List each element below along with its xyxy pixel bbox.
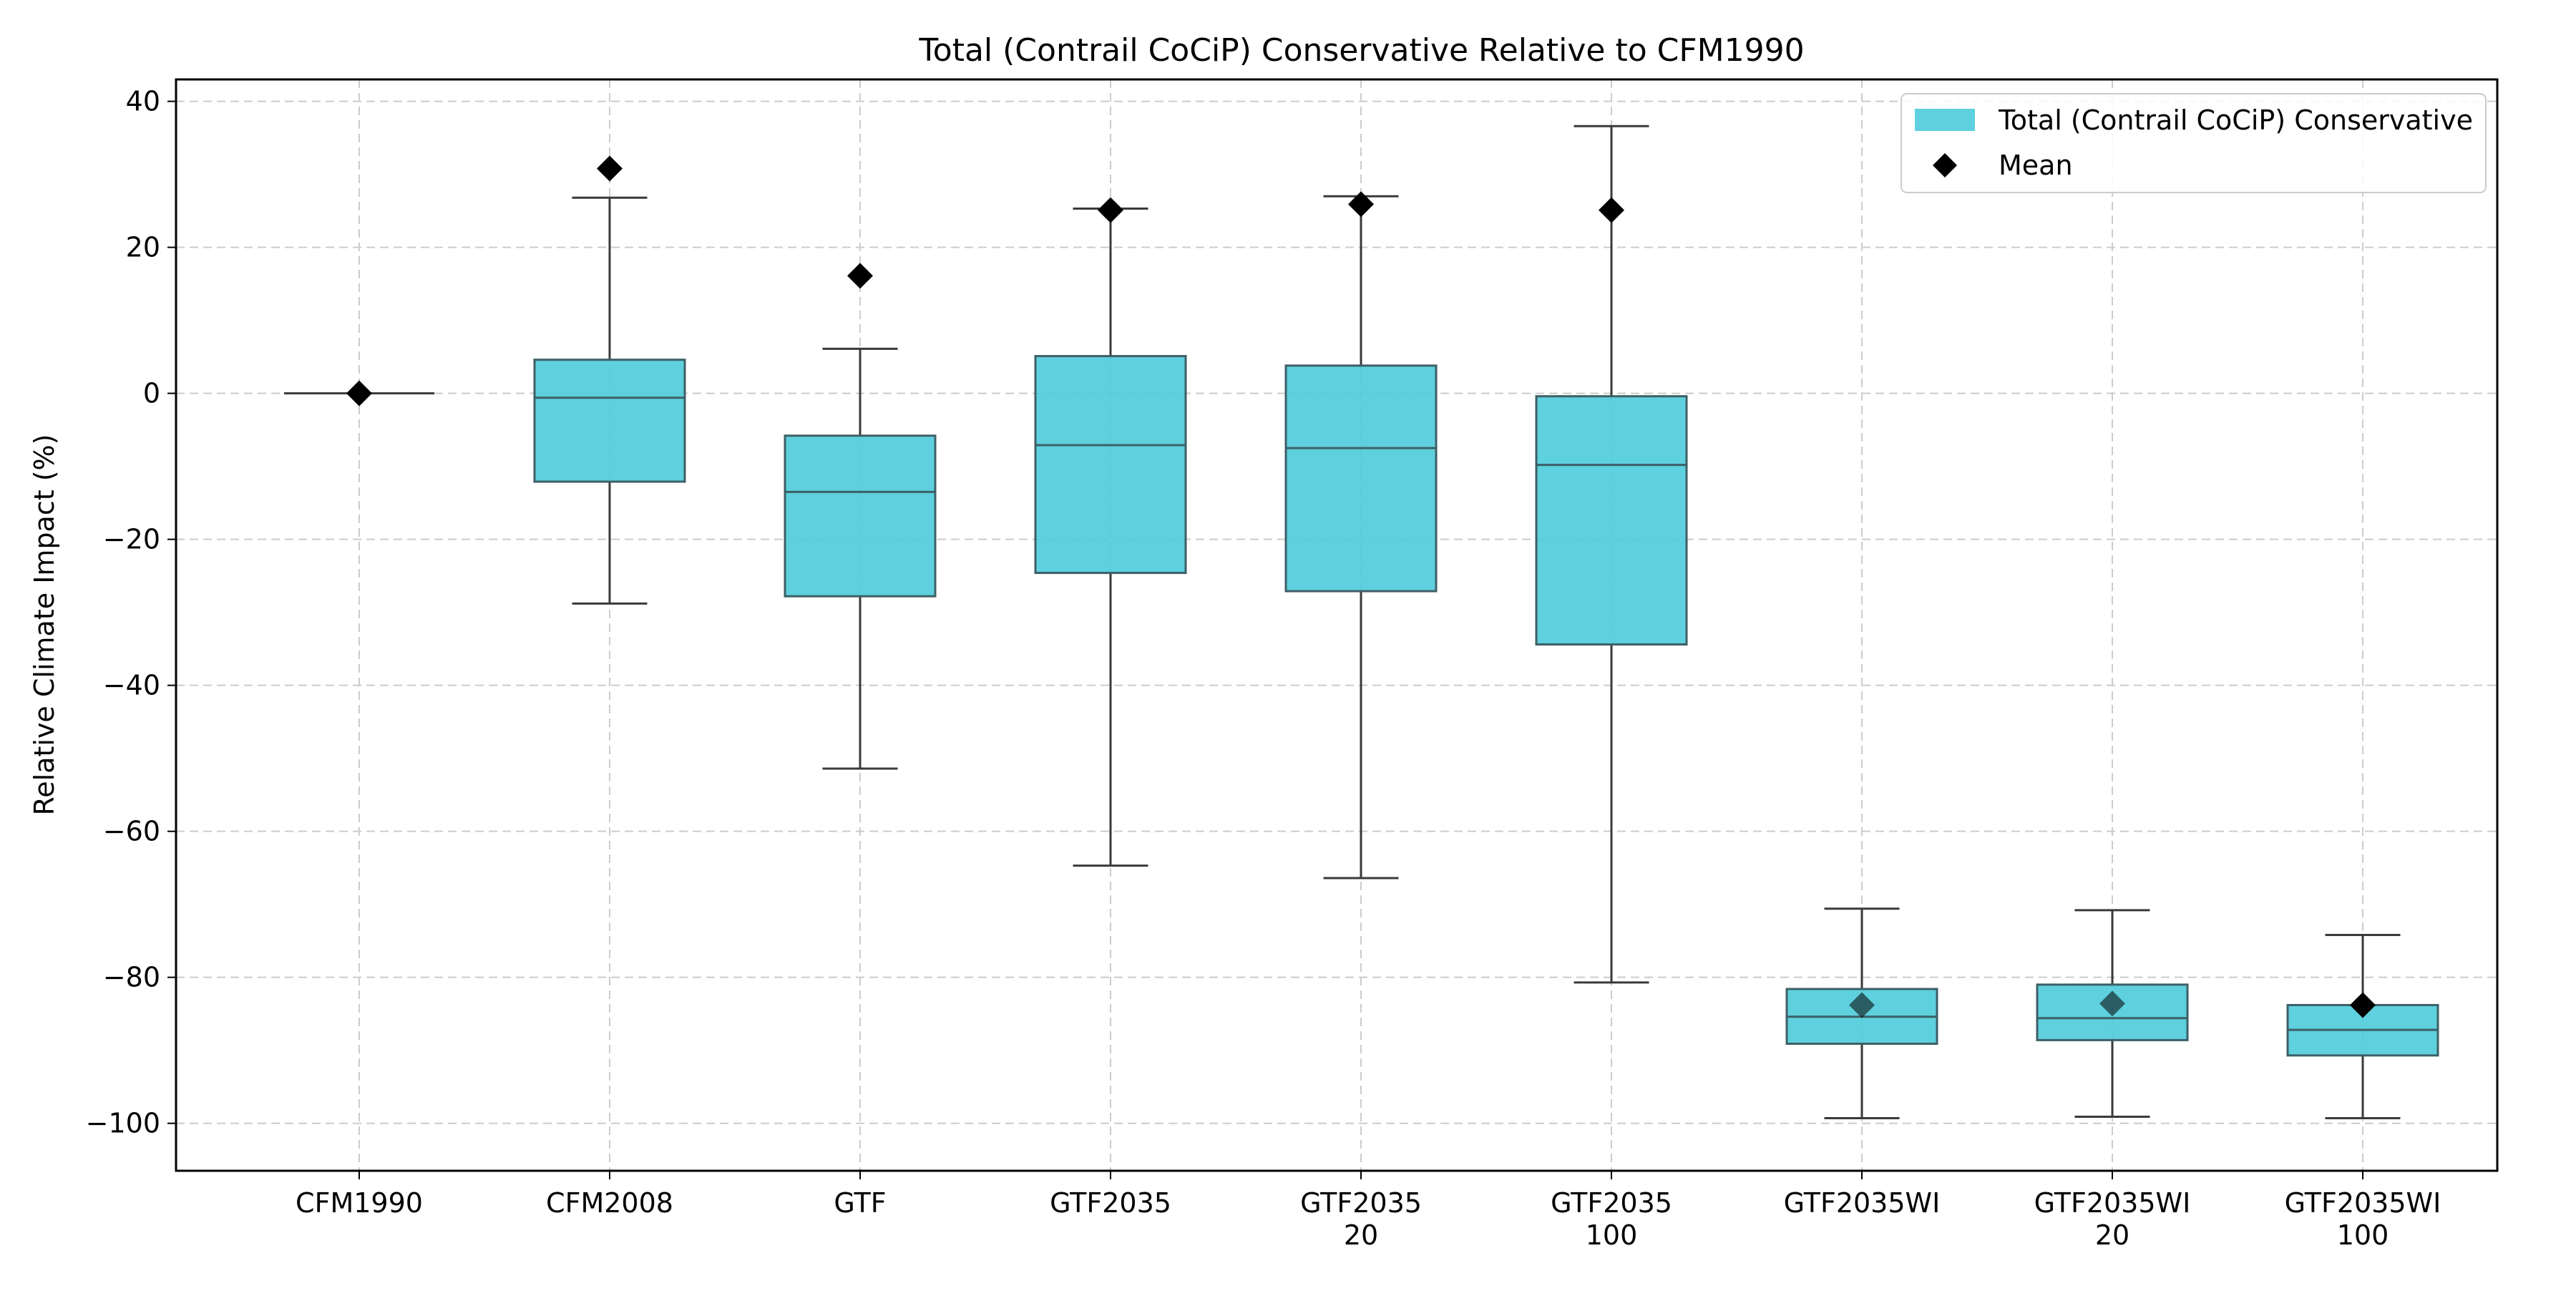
legend: Total (Contrail CoCiP) Conservative Mean (1901, 93, 2487, 193)
legend-box-swatch (1915, 109, 1975, 131)
x-tick-label: GTF2035WI (2034, 1187, 2191, 1219)
box-6 (1535, 125, 1688, 984)
y-tick-label: −80 (103, 962, 160, 993)
x-tick-label: GTF2035 (1300, 1187, 1422, 1219)
y-tick-label: −60 (103, 816, 160, 847)
x-tick-label: 100 (1586, 1219, 1638, 1251)
legend-label: Total (Contrail CoCiP) Conservative (1998, 104, 2473, 136)
x-tick-label: GTF2035 (1551, 1187, 1672, 1219)
mean-marker (2350, 992, 2376, 1018)
legend-label: Mean (1999, 150, 2073, 181)
mean-marker (1849, 992, 1875, 1018)
y-tick-label: 40 (126, 86, 160, 117)
interquartile-box (784, 434, 937, 598)
mean-marker (1599, 197, 1624, 223)
x-tick-label: 20 (2095, 1219, 2129, 1251)
box-9 (2286, 934, 2439, 1120)
x-tick-label: CFM2008 (546, 1187, 673, 1219)
mean-marker (346, 380, 372, 406)
x-tick-label: 20 (1344, 1219, 1378, 1251)
mean-marker (1098, 197, 1123, 223)
x-tick-label: GTF2035WI (2285, 1187, 2441, 1219)
box-3 (784, 347, 937, 770)
x-tick-label: CFM1990 (296, 1187, 423, 1219)
y-tick-label: −40 (103, 670, 160, 701)
interquartile-box (1284, 364, 1438, 593)
y-axis-label: Relative Climate Impact (%) (29, 434, 60, 816)
x-tick-label: GTF2035WI (1784, 1187, 1941, 1219)
mean-marker (1348, 191, 1374, 218)
y-tick-label: −100 (86, 1108, 160, 1139)
interquartile-box (1535, 395, 1688, 646)
legend-frame (1901, 93, 2487, 193)
axes: 40 20 0 −20 −40 −60 −80 −100 CFM1990 CFM2008 GTF GT… (86, 78, 2499, 1251)
mean-marker (847, 263, 873, 289)
chart-title: Total (Contrail CoCiP) Conservative Rela… (918, 32, 1804, 69)
mean-marker (597, 155, 623, 182)
y-tick-label: 20 (126, 232, 160, 263)
box-2 (533, 196, 686, 605)
legend-mean-swatch (1933, 153, 1957, 177)
y-tick-label: 0 (143, 378, 160, 409)
mean-marker (2099, 990, 2125, 1017)
x-tick-label: 100 (2337, 1219, 2389, 1251)
y-tick-label: −20 (103, 524, 160, 555)
plot-frame (175, 78, 2499, 1172)
x-tick-label: GTF (834, 1187, 886, 1219)
interquartile-box (533, 359, 686, 483)
interquartile-box (1034, 355, 1187, 575)
x-tick-label: GTF2035 (1050, 1187, 1171, 1219)
mean-markers (346, 155, 2376, 1018)
box-4 (1034, 208, 1187, 867)
box-5 (1284, 195, 1438, 880)
